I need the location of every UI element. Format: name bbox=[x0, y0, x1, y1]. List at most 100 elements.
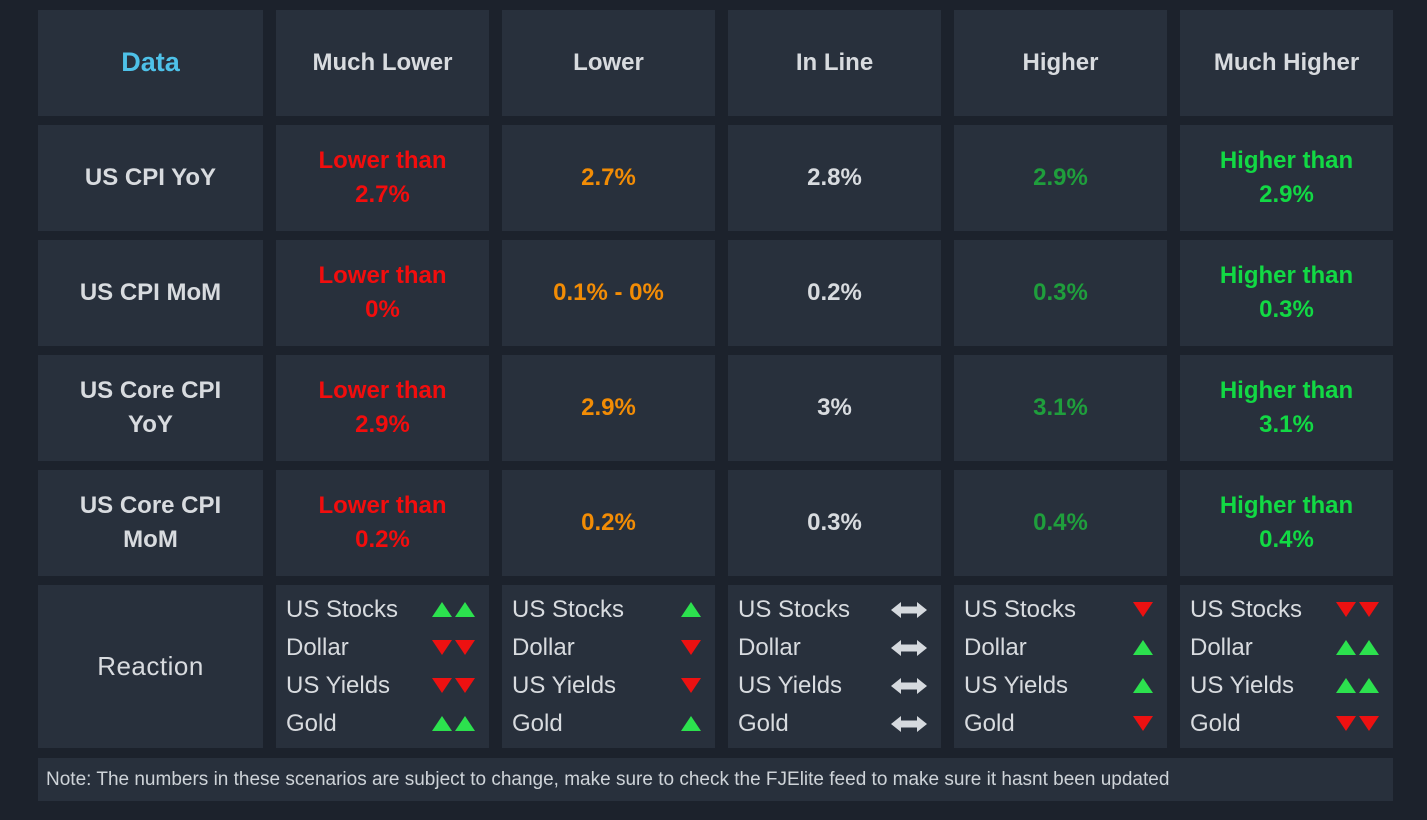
value-us-core-cpi-mom-much-higher: Higher than 0.4% bbox=[1180, 470, 1393, 576]
value-us-cpi-mom-in-line: 0.2% bbox=[728, 240, 941, 346]
arrow-down-icon bbox=[1130, 716, 1153, 731]
value-us-cpi-yoy-much-lower: Lower than 2.7% bbox=[276, 125, 489, 231]
arrow-flat-icon bbox=[891, 715, 927, 732]
reaction-line-us-stocks: US Stocks bbox=[1190, 593, 1379, 627]
value-us-cpi-yoy-lower: 2.7% bbox=[502, 125, 715, 231]
asset-label-us-stocks: US Stocks bbox=[1190, 595, 1303, 623]
row-label-us-cpi-yoy: US CPI YoY bbox=[38, 125, 263, 231]
asset-label-us-yields: US Yields bbox=[738, 671, 843, 699]
value-us-core-cpi-mom-higher: 0.4% bbox=[954, 470, 1167, 576]
value-us-cpi-yoy-higher: 2.9% bbox=[954, 125, 1167, 231]
reaction-line-us-stocks: US Stocks bbox=[964, 593, 1153, 627]
reaction-line-us-stocks: US Stocks bbox=[512, 593, 701, 627]
asset-label-gold: Gold bbox=[512, 709, 563, 737]
reaction-line-us-yields: US Yields bbox=[512, 669, 701, 703]
header-cell-much-lower: Much Lower bbox=[276, 10, 489, 116]
asset-label-us-yields: US Yields bbox=[512, 671, 617, 699]
arrow-down-double-icon bbox=[429, 678, 475, 693]
arrow-down-icon bbox=[1130, 602, 1153, 617]
asset-label-us-stocks: US Stocks bbox=[286, 595, 399, 623]
reaction-line-dollar: Dollar bbox=[1190, 631, 1379, 665]
row-label-reaction: Reaction bbox=[38, 585, 263, 748]
asset-label-dollar: Dollar bbox=[964, 633, 1027, 661]
reaction-line-dollar: Dollar bbox=[512, 631, 701, 665]
asset-label-gold: Gold bbox=[738, 709, 789, 737]
reaction-line-dollar: Dollar bbox=[738, 631, 927, 665]
asset-label-dollar: Dollar bbox=[1190, 633, 1253, 661]
arrow-up-double-icon bbox=[1333, 678, 1379, 693]
row-label-us-cpi-mom: US CPI MoM bbox=[38, 240, 263, 346]
value-us-cpi-yoy-in-line: 2.8% bbox=[728, 125, 941, 231]
note-text: Note: The numbers in these scenarios are… bbox=[46, 768, 1170, 790]
arrow-up-double-icon bbox=[429, 602, 475, 617]
header-cell-lower: Lower bbox=[502, 10, 715, 116]
row-label-us-core-cpi-yoy: US Core CPI YoY bbox=[38, 355, 263, 461]
value-us-cpi-mom-much-lower: Lower than 0% bbox=[276, 240, 489, 346]
arrow-flat-icon bbox=[891, 677, 927, 694]
asset-label-gold: Gold bbox=[286, 709, 337, 737]
asset-label-dollar: Dollar bbox=[738, 633, 801, 661]
reaction-cell-much-lower: US Stocks Dollar US Yields Gold bbox=[276, 585, 489, 748]
arrow-up-icon bbox=[1130, 678, 1153, 693]
value-us-cpi-mom-higher: 0.3% bbox=[954, 240, 1167, 346]
asset-label-us-yields: US Yields bbox=[1190, 671, 1295, 699]
reaction-line-gold: Gold bbox=[286, 707, 475, 741]
arrow-up-double-icon bbox=[429, 716, 475, 731]
arrow-up-icon bbox=[1130, 640, 1153, 655]
asset-label-dollar: Dollar bbox=[512, 633, 575, 661]
value-us-core-cpi-yoy-lower: 2.9% bbox=[502, 355, 715, 461]
asset-label-us-stocks: US Stocks bbox=[964, 595, 1077, 623]
value-us-core-cpi-mom-lower: 0.2% bbox=[502, 470, 715, 576]
note-bar: Note: The numbers in these scenarios are… bbox=[38, 758, 1393, 801]
arrow-up-icon bbox=[678, 716, 701, 731]
arrow-up-icon bbox=[678, 602, 701, 617]
header-cell-in-line: In Line bbox=[728, 10, 941, 116]
reaction-line-dollar: Dollar bbox=[286, 631, 475, 665]
reaction-cell-much-higher: US Stocks Dollar US Yields Gold bbox=[1180, 585, 1393, 748]
arrow-down-double-icon bbox=[1333, 716, 1379, 731]
value-us-cpi-mom-much-higher: Higher than 0.3% bbox=[1180, 240, 1393, 346]
header-cell-data: Data bbox=[38, 10, 263, 116]
reaction-line-gold: Gold bbox=[512, 707, 701, 741]
reaction-line-dollar: Dollar bbox=[964, 631, 1153, 665]
reaction-cell-lower: US Stocks Dollar US Yields Gold bbox=[502, 585, 715, 748]
arrow-down-icon bbox=[678, 640, 701, 655]
asset-label-gold: Gold bbox=[964, 709, 1015, 737]
arrow-down-icon bbox=[678, 678, 701, 693]
asset-label-gold: Gold bbox=[1190, 709, 1241, 737]
header-cell-higher: Higher bbox=[954, 10, 1167, 116]
reaction-line-us-stocks: US Stocks bbox=[286, 593, 475, 627]
asset-label-us-yields: US Yields bbox=[964, 671, 1069, 699]
reaction-cell-higher: US Stocks Dollar US Yields Gold bbox=[954, 585, 1167, 748]
arrow-down-double-icon bbox=[429, 640, 475, 655]
row-label-us-core-cpi-mom: US Core CPI MoM bbox=[38, 470, 263, 576]
arrow-down-double-icon bbox=[1333, 602, 1379, 617]
value-us-core-cpi-mom-in-line: 0.3% bbox=[728, 470, 941, 576]
reaction-line-us-stocks: US Stocks bbox=[738, 593, 927, 627]
reaction-line-us-yields: US Yields bbox=[964, 669, 1153, 703]
value-us-cpi-yoy-much-higher: Higher than 2.9% bbox=[1180, 125, 1393, 231]
reaction-line-us-yields: US Yields bbox=[738, 669, 927, 703]
header-cell-much-higher: Much Higher bbox=[1180, 10, 1393, 116]
asset-label-us-yields: US Yields bbox=[286, 671, 391, 699]
asset-label-dollar: Dollar bbox=[286, 633, 349, 661]
reaction-line-us-yields: US Yields bbox=[286, 669, 475, 703]
asset-label-us-stocks: US Stocks bbox=[512, 595, 625, 623]
reaction-cell-in-line: US Stocks Dollar US Yields Gold bbox=[728, 585, 941, 748]
value-us-core-cpi-yoy-much-higher: Higher than 3.1% bbox=[1180, 355, 1393, 461]
reaction-line-gold: Gold bbox=[964, 707, 1153, 741]
arrow-flat-icon bbox=[891, 639, 927, 656]
scenario-grid: Data Much Lower Lower In Line Higher Muc… bbox=[38, 10, 1393, 748]
value-us-core-cpi-yoy-higher: 3.1% bbox=[954, 355, 1167, 461]
arrow-up-double-icon bbox=[1333, 640, 1379, 655]
asset-label-us-stocks: US Stocks bbox=[738, 595, 851, 623]
value-us-core-cpi-yoy-much-lower: Lower than 2.9% bbox=[276, 355, 489, 461]
arrow-flat-icon bbox=[891, 601, 927, 618]
value-us-core-cpi-mom-much-lower: Lower than 0.2% bbox=[276, 470, 489, 576]
value-us-core-cpi-yoy-in-line: 3% bbox=[728, 355, 941, 461]
reaction-line-gold: Gold bbox=[1190, 707, 1379, 741]
reaction-line-gold: Gold bbox=[738, 707, 927, 741]
reaction-line-us-yields: US Yields bbox=[1190, 669, 1379, 703]
value-us-cpi-mom-lower: 0.1% - 0% bbox=[502, 240, 715, 346]
